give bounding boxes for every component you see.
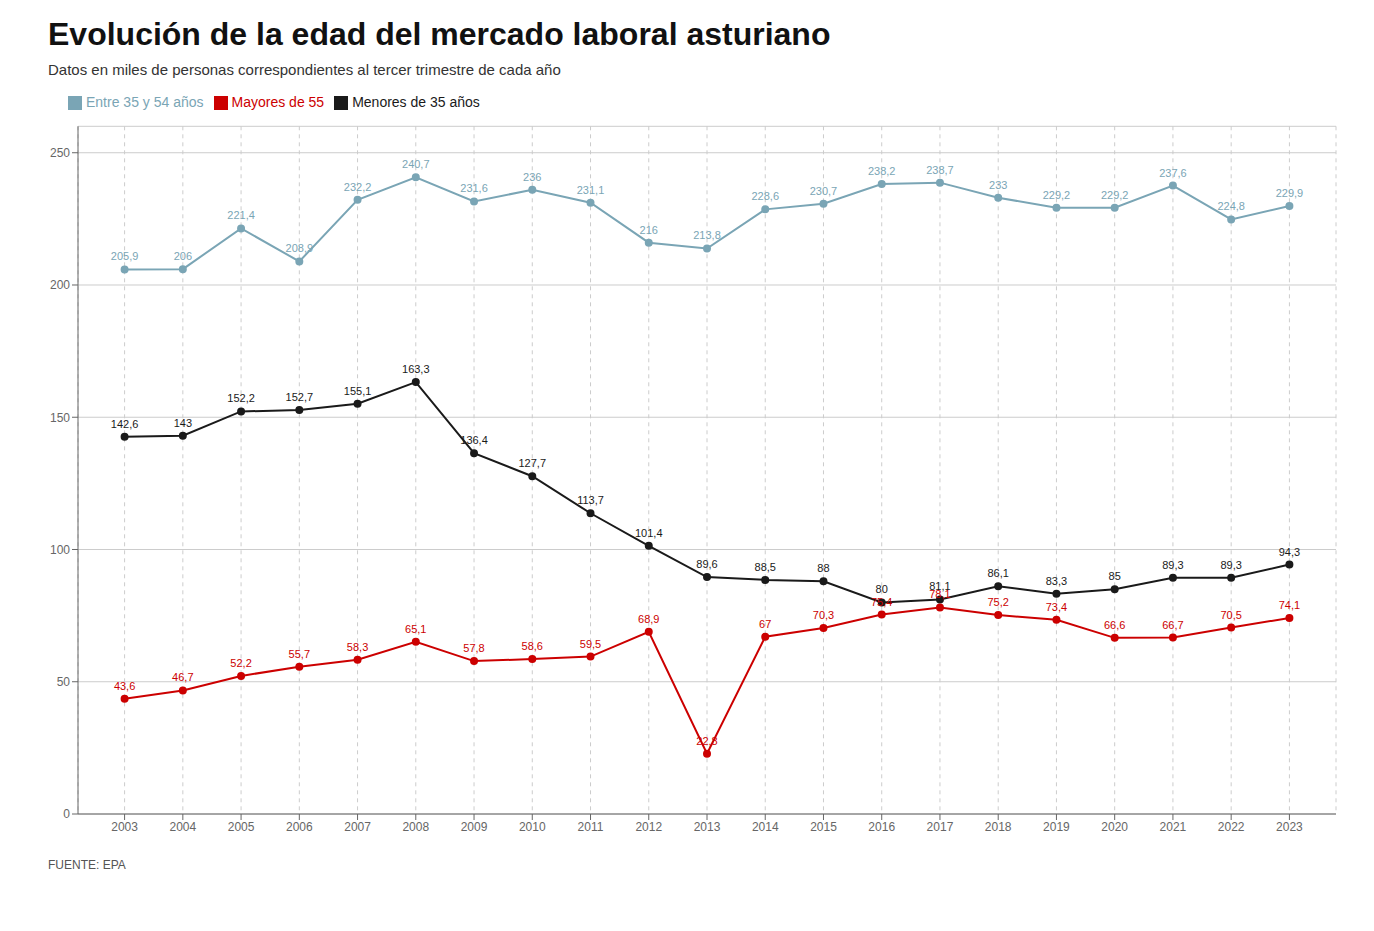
svg-text:2005: 2005: [228, 820, 255, 834]
svg-text:2023: 2023: [1276, 820, 1303, 834]
svg-text:88: 88: [817, 562, 829, 574]
svg-text:2016: 2016: [868, 820, 895, 834]
svg-text:22,8: 22,8: [696, 735, 717, 747]
svg-text:55,7: 55,7: [289, 648, 310, 660]
svg-text:75,4: 75,4: [871, 596, 892, 608]
svg-text:65,1: 65,1: [405, 623, 426, 635]
svg-text:73,4: 73,4: [1046, 601, 1067, 613]
svg-text:152,2: 152,2: [227, 392, 255, 404]
svg-text:208,9: 208,9: [286, 242, 314, 254]
svg-text:238,7: 238,7: [926, 164, 954, 176]
svg-text:100: 100: [50, 543, 70, 557]
svg-text:46,7: 46,7: [172, 671, 193, 683]
svg-text:89,3: 89,3: [1162, 559, 1183, 571]
svg-text:2011: 2011: [578, 820, 604, 834]
html-text:FUENTE: EPA: FUENTE: EPA: [48, 858, 126, 872]
svg-text:221,4: 221,4: [227, 209, 255, 221]
html-text:Entre 35 y 54 años: Entre 35 y 54 años: [86, 94, 204, 110]
svg-text:229,9: 229,9: [1276, 187, 1304, 199]
svg-text:89,3: 89,3: [1220, 559, 1241, 571]
svg-text:240,7: 240,7: [402, 158, 430, 170]
svg-text:70,5: 70,5: [1220, 609, 1241, 621]
svg-text:66,7: 66,7: [1162, 619, 1183, 631]
svg-text:230,7: 230,7: [810, 185, 838, 197]
svg-text:81,1: 81,1: [929, 580, 951, 593]
svg-text:75,2: 75,2: [987, 596, 1008, 608]
svg-text:0: 0: [63, 807, 70, 821]
html-text:Mayores de 55: Mayores de 55: [231, 94, 325, 110]
svg-text:2021: 2021: [1160, 820, 1187, 834]
svg-text:231,1: 231,1: [577, 184, 605, 196]
svg-text:228,6: 228,6: [751, 190, 779, 202]
svg-text:57,8: 57,8: [463, 642, 484, 654]
svg-text:2010: 2010: [519, 820, 546, 834]
svg-text:136,4: 136,4: [460, 434, 488, 446]
svg-text:67: 67: [759, 618, 771, 630]
svg-text:232,2: 232,2: [344, 181, 372, 193]
svg-text:80: 80: [876, 583, 888, 595]
svg-text:50: 50: [57, 675, 71, 689]
svg-text:205,9: 205,9: [111, 250, 139, 262]
svg-text:2012: 2012: [635, 820, 662, 834]
svg-text:233: 233: [989, 179, 1007, 191]
svg-text:52,2: 52,2: [230, 657, 251, 669]
svg-text:2003: 2003: [111, 820, 138, 834]
svg-text:70,3: 70,3: [813, 609, 834, 621]
svg-text:237,6: 237,6: [1159, 167, 1187, 179]
svg-text:78,1: 78,1: [929, 588, 950, 600]
svg-text:2008: 2008: [402, 820, 429, 834]
svg-text:2013: 2013: [694, 820, 721, 834]
html-text:Evolución de la edad del merca: Evolución de la edad del mercado laboral…: [48, 16, 831, 52]
svg-text:83,3: 83,3: [1046, 575, 1067, 587]
svg-text:43,6: 43,6: [114, 680, 135, 692]
svg-text:231,6: 231,6: [460, 182, 488, 194]
svg-text:150: 150: [50, 411, 70, 425]
svg-text:2015: 2015: [810, 820, 837, 834]
svg-text:238,2: 238,2: [868, 165, 896, 177]
svg-text:229,2: 229,2: [1043, 189, 1071, 201]
svg-text:85: 85: [1109, 570, 1121, 582]
svg-text:250: 250: [50, 146, 70, 160]
svg-text:2018: 2018: [985, 820, 1012, 834]
svg-text:2007: 2007: [344, 820, 371, 834]
svg-text:68,9: 68,9: [638, 613, 659, 625]
svg-text:2009: 2009: [461, 820, 488, 834]
svg-text:86,1: 86,1: [987, 567, 1008, 579]
svg-text:2017: 2017: [927, 820, 954, 834]
svg-text:206: 206: [174, 250, 192, 262]
svg-text:101,4: 101,4: [635, 527, 663, 539]
svg-text:2020: 2020: [1101, 820, 1128, 834]
svg-text:59,5: 59,5: [580, 638, 601, 650]
svg-text:113,7: 113,7: [577, 494, 604, 506]
svg-text:94,3: 94,3: [1279, 546, 1300, 558]
svg-text:216: 216: [640, 224, 658, 236]
svg-text:127,7: 127,7: [519, 457, 547, 469]
svg-text:2022: 2022: [1218, 820, 1245, 834]
svg-text:2014: 2014: [752, 820, 779, 834]
svg-text:224,8: 224,8: [1217, 200, 1245, 212]
svg-text:58,6: 58,6: [522, 640, 543, 652]
html-text:Menores de 35 años: Menores de 35 años: [352, 94, 480, 110]
svg-text:152,7: 152,7: [286, 391, 314, 403]
svg-text:2019: 2019: [1043, 820, 1070, 834]
svg-text:2006: 2006: [286, 820, 313, 834]
svg-text:163,3: 163,3: [402, 363, 430, 375]
svg-text:143: 143: [174, 417, 192, 429]
svg-text:213,8: 213,8: [693, 229, 721, 241]
svg-text:74,1: 74,1: [1279, 599, 1300, 611]
svg-text:200: 200: [50, 278, 70, 292]
svg-text:2004: 2004: [169, 820, 196, 834]
svg-text:58,3: 58,3: [347, 641, 368, 653]
svg-text:88,5: 88,5: [755, 561, 776, 573]
svg-text:89,6: 89,6: [696, 558, 717, 570]
svg-text:236: 236: [523, 171, 541, 183]
html-text:Datos en miles de personas cor: Datos en miles de personas correspondien…: [48, 61, 561, 78]
svg-text:142,6: 142,6: [111, 418, 139, 430]
svg-text:66,6: 66,6: [1104, 619, 1125, 631]
svg-text:229,2: 229,2: [1101, 189, 1129, 201]
svg-text:155,1: 155,1: [344, 385, 372, 397]
